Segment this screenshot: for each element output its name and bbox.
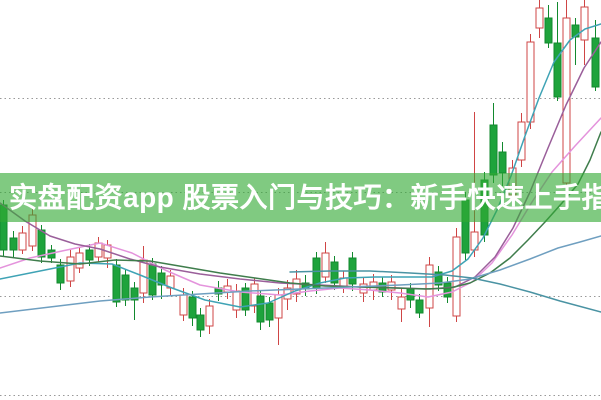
candle-down xyxy=(498,151,507,174)
candle-up xyxy=(580,6,589,41)
candle-up xyxy=(18,232,27,251)
candle-down xyxy=(112,264,121,303)
candle-down xyxy=(56,264,65,284)
candle-down xyxy=(591,37,600,88)
candle-down xyxy=(241,287,250,311)
ma-teal-fast-line xyxy=(0,23,601,308)
candle-down xyxy=(489,124,498,176)
candle-up xyxy=(205,305,214,327)
candle-up xyxy=(397,296,406,310)
candle-down xyxy=(256,295,265,323)
candle-down xyxy=(553,42,562,98)
candle-up xyxy=(66,256,75,282)
candle-up xyxy=(517,121,526,161)
ma-teal-slow-line xyxy=(289,270,601,313)
candle-up xyxy=(75,252,84,269)
candle-down xyxy=(196,314,205,331)
title-banner: 实盘配资app 股票入门与技巧：新手快速上手指南 xyxy=(0,173,601,222)
ma-steel-line xyxy=(0,235,601,314)
candle-up xyxy=(425,264,434,309)
candle-down xyxy=(188,296,197,319)
candle-down xyxy=(544,17,553,44)
candle-down xyxy=(443,282,452,298)
candle-up xyxy=(292,278,301,295)
banner-title: 实盘配资app 股票入门与技巧：新手快速上手指南 xyxy=(9,181,601,213)
candle-up xyxy=(179,294,188,316)
candle-up xyxy=(250,283,259,307)
candle-down xyxy=(37,229,46,258)
candle-down xyxy=(330,261,339,284)
candle-down xyxy=(85,249,94,261)
candle-down xyxy=(434,271,443,286)
candle-down xyxy=(130,287,139,301)
candle-up xyxy=(321,252,330,278)
candle-down xyxy=(9,237,18,251)
candle-down xyxy=(571,24,580,38)
candle-up xyxy=(526,41,535,123)
candle-up xyxy=(535,7,544,29)
candle-up xyxy=(359,283,368,294)
candle-down xyxy=(121,274,130,301)
candle-down xyxy=(415,299,424,314)
candle-down xyxy=(157,272,166,286)
candle-down xyxy=(265,302,274,321)
